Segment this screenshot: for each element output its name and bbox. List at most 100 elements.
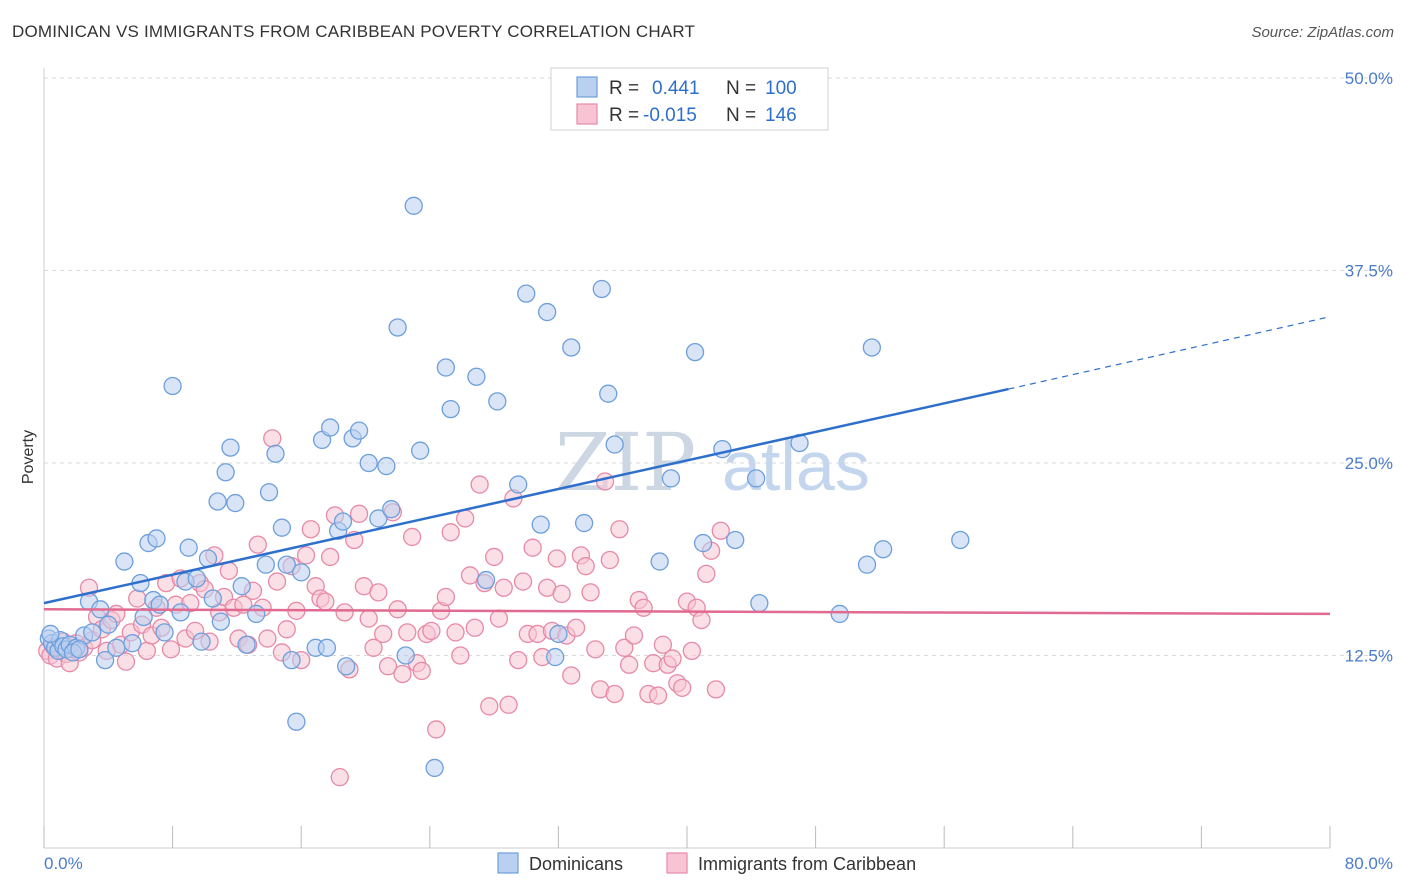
- source-label: Source: ZipAtlas.com: [1251, 24, 1394, 41]
- dominicans-point-80: [592, 279, 611, 299]
- dominicans-point-75: [537, 302, 557, 322]
- dominicans-point-29: [187, 569, 206, 588]
- dominicans-point-43: [266, 444, 285, 463]
- dominicans-point-79: [574, 513, 594, 533]
- immigrants-point-41: [219, 561, 239, 580]
- bottom-legend-dominicans: Dominicans: [529, 854, 623, 874]
- dominicans-point-30: [192, 632, 211, 651]
- dominicans-point-92: [830, 604, 849, 624]
- immigrants-point-57: [296, 546, 316, 565]
- dominicans-point-19: [134, 607, 153, 627]
- immigrants-point-84: [427, 720, 446, 739]
- immigrants-point-117: [586, 640, 605, 659]
- immigrants-point-122: [610, 520, 629, 539]
- dominicans-point-82: [605, 435, 624, 454]
- immigrants-point-81: [412, 661, 431, 681]
- dominicans-point-89: [746, 469, 766, 488]
- immigrants-point-104: [523, 538, 542, 557]
- dominicans-point-42: [259, 483, 279, 502]
- immigrants-point-79: [402, 527, 422, 547]
- immigrants-point-116: [581, 583, 600, 602]
- legend-r-value-1: 0.441: [652, 78, 700, 99]
- dominicans-point-66: [425, 758, 444, 778]
- immigrants-point-77: [393, 664, 412, 684]
- grid-lines: [44, 77, 1393, 656]
- dominicans-point-22: [147, 529, 166, 548]
- x-tick-label-max: 80.0%: [1345, 854, 1393, 873]
- dominicans-point-70: [476, 570, 496, 590]
- immigrants-point-109: [547, 549, 566, 568]
- dominicans-point-97: [41, 624, 60, 644]
- dominicans-point-84: [661, 469, 681, 488]
- immigrants-point-98: [494, 578, 513, 597]
- dominicans-point-94: [857, 555, 877, 574]
- immigrants-point-65: [335, 603, 354, 622]
- immigrants-point-71: [364, 638, 383, 657]
- immigrants-point-93: [470, 475, 489, 494]
- immigrants-point-125: [624, 626, 644, 645]
- trend-lines: [43, 316, 1331, 616]
- immigrants-point-142: [706, 680, 726, 699]
- immigrants-point-135: [673, 678, 692, 697]
- legend-box: R = 0.441 N = 100 R = -0.015 N = 146: [550, 67, 829, 131]
- immigrants-point-95: [480, 697, 499, 716]
- dominicans-point-61: [382, 500, 401, 519]
- immigrants-point-90: [456, 509, 475, 528]
- dominicans-point-77: [549, 624, 568, 644]
- dominicans-point-36: [221, 438, 240, 457]
- legend-n-value-1: 100: [765, 78, 797, 99]
- dominicans-point-35: [216, 463, 235, 482]
- legend-swatch-pink: [576, 103, 598, 125]
- dominicans-trend-line: [43, 387, 1009, 605]
- immigrants-point-133: [663, 649, 682, 668]
- immigrants-point-78: [398, 623, 417, 642]
- dominicans-point-68: [441, 399, 460, 419]
- immigrants-point-99: [499, 695, 518, 714]
- immigrants-point-83: [422, 621, 441, 641]
- dominicans-point-90: [750, 593, 769, 613]
- immigrants-point-113: [566, 618, 586, 637]
- immigrants-point-20: [116, 652, 136, 671]
- dominicans-point-62: [388, 318, 407, 337]
- legend-r-label-1: R =: [609, 78, 639, 99]
- dominicans-point-46: [282, 650, 301, 670]
- legend-n-value-2: 146: [765, 105, 797, 126]
- immigrants-point-102: [513, 572, 533, 591]
- immigrants-point-119: [595, 472, 615, 491]
- immigrants-point-47: [248, 535, 267, 554]
- immigrants-point-89: [451, 646, 470, 665]
- dominicans-point-99: [70, 640, 89, 659]
- dominicans-point-96: [951, 530, 970, 550]
- dominicans-point-32: [203, 589, 222, 608]
- immigrants-point-143: [711, 521, 730, 540]
- dominicans-point-41: [256, 555, 275, 574]
- bottom-legend-swatch-immigrants: [666, 852, 688, 874]
- immigrants-point-127: [634, 598, 653, 617]
- dominicans-point-71: [488, 392, 507, 411]
- dominicans-point-69: [467, 367, 486, 386]
- immigrants-point-87: [441, 523, 460, 542]
- legend-swatch-blue: [576, 76, 598, 98]
- dominicans-point-83: [650, 552, 669, 571]
- dominicans-point-72: [509, 475, 528, 494]
- dominicans-point-48: [292, 563, 311, 582]
- immigrants-point-140: [697, 564, 716, 584]
- immigrants-point-72: [369, 583, 388, 602]
- dominicans-point-78: [562, 338, 581, 357]
- immigrants-point-73: [374, 624, 393, 644]
- dominicans-point-67: [436, 358, 456, 377]
- dominicans-point-14: [99, 615, 118, 634]
- immigrants-point-50: [263, 429, 282, 448]
- immigrants-point-86: [436, 587, 456, 607]
- dominicans-point-51: [317, 638, 337, 657]
- dominicans-point-24: [155, 623, 174, 642]
- immigrants-point-130: [648, 686, 668, 705]
- y-tick-label-2: 37.5%: [1345, 262, 1393, 281]
- dominicans-point-39: [237, 635, 256, 654]
- dominicans-point-11: [83, 623, 102, 642]
- dominicans-point-63: [396, 646, 415, 665]
- dominicans-point-45: [277, 555, 296, 574]
- dominicans-point-13: [95, 650, 115, 670]
- dominicans-point-47: [287, 712, 306, 731]
